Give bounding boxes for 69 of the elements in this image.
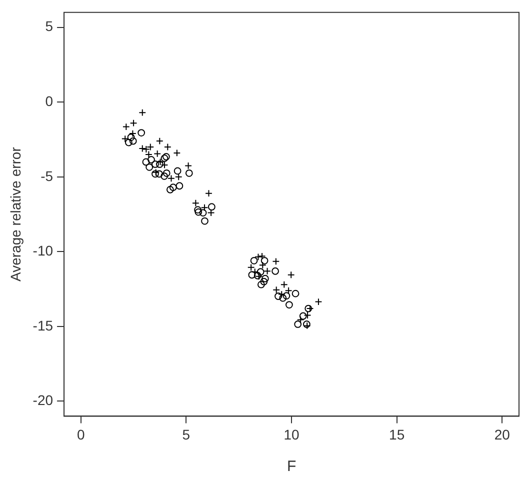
point <box>166 186 174 194</box>
point <box>287 271 295 279</box>
point <box>205 190 212 198</box>
y-tick-label: -20 <box>32 392 54 408</box>
point <box>174 167 182 175</box>
point <box>200 204 208 212</box>
point <box>272 267 279 275</box>
point <box>294 320 302 328</box>
point <box>284 286 292 294</box>
point <box>279 294 287 302</box>
point <box>260 278 268 286</box>
point <box>154 150 162 158</box>
point <box>168 174 175 182</box>
point <box>194 208 202 216</box>
point <box>138 129 146 136</box>
point <box>122 123 130 131</box>
y-tick-label: 0 <box>45 92 54 109</box>
point <box>292 290 300 298</box>
y-tick-label: -15 <box>32 317 54 334</box>
point <box>160 172 168 180</box>
point <box>176 182 184 190</box>
x-tick-label: 15 <box>389 426 405 442</box>
x-axis-title: F <box>286 458 296 476</box>
point <box>125 138 132 146</box>
point <box>138 108 146 116</box>
point <box>286 301 293 308</box>
y-tick-label: -10 <box>32 242 54 259</box>
point <box>207 209 215 217</box>
y-tick-label: -5 <box>40 168 54 184</box>
point <box>280 280 288 288</box>
x-tick-label: 10 <box>284 426 300 442</box>
point <box>248 271 256 279</box>
point <box>148 156 155 164</box>
point <box>256 268 264 276</box>
point <box>257 280 265 288</box>
point <box>129 137 137 145</box>
point <box>260 256 268 264</box>
point <box>272 258 280 266</box>
point <box>169 184 177 192</box>
point <box>264 267 271 275</box>
point <box>156 160 164 168</box>
point <box>184 162 192 170</box>
point <box>174 173 182 181</box>
point <box>250 256 258 264</box>
point <box>152 160 159 168</box>
point <box>258 261 266 269</box>
point <box>142 158 150 166</box>
point <box>130 119 138 127</box>
point <box>192 199 200 207</box>
point <box>299 312 307 320</box>
point <box>261 274 269 282</box>
point <box>194 206 202 214</box>
point <box>156 170 163 178</box>
x-tick-label: 5 <box>182 426 190 442</box>
y-axis-title: Average relative error <box>7 146 24 282</box>
point <box>314 298 322 306</box>
point <box>208 203 216 211</box>
point <box>304 312 312 319</box>
point <box>127 134 135 141</box>
point <box>185 169 193 177</box>
point <box>162 169 170 177</box>
x-tick-label: 20 <box>494 426 510 442</box>
point <box>199 209 207 217</box>
x-tick-label: 0 <box>76 426 85 442</box>
point <box>146 163 154 171</box>
point <box>201 217 208 225</box>
point <box>274 292 282 300</box>
point <box>282 292 290 300</box>
y-tick-label: 5 <box>45 18 54 34</box>
